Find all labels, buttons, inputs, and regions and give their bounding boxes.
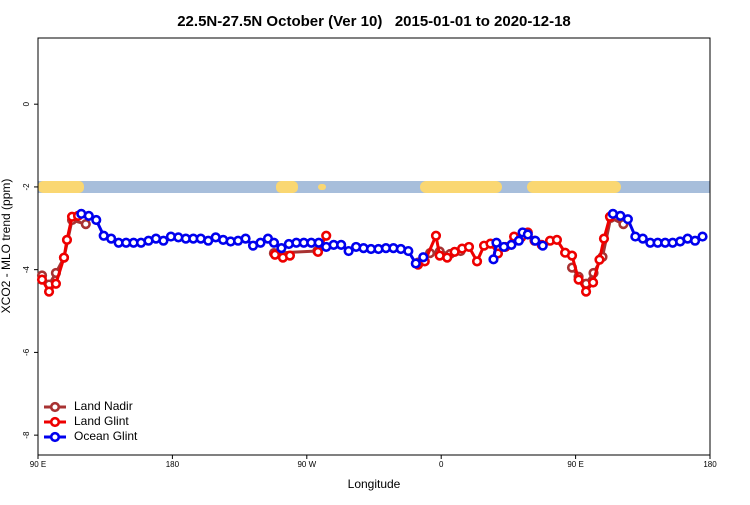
data-point — [598, 233, 610, 244]
data-point — [343, 245, 354, 257]
chart-title: 22.5N-27.5N October (Ver 10) 2015-01-01 … — [177, 13, 571, 30]
y-tick-label: -6 — [22, 348, 31, 356]
x-axis-label: Longitude — [348, 477, 401, 491]
legend-marker — [49, 431, 61, 443]
data-point — [513, 235, 524, 246]
legend-item: Land Nadir — [44, 399, 133, 413]
data-point — [430, 230, 442, 241]
data-point — [255, 237, 266, 248]
data-point — [313, 237, 324, 248]
data-point — [240, 233, 251, 244]
data-point — [61, 234, 73, 245]
legend-item: Land Glint — [44, 414, 129, 428]
data-point — [551, 234, 563, 245]
data-point — [697, 231, 708, 242]
x-tick-label: 180 — [166, 460, 180, 469]
data-point — [580, 286, 592, 297]
x-tick-label: 0 — [439, 460, 444, 469]
data-point — [276, 243, 287, 254]
data-point — [106, 233, 117, 244]
x-tick-label: 180 — [703, 460, 717, 469]
data-point — [321, 230, 332, 241]
land-strip — [420, 181, 502, 193]
data-point — [537, 240, 548, 251]
data-point — [269, 249, 281, 260]
y-tick-label: -4 — [22, 266, 31, 274]
data-point — [506, 239, 517, 250]
data-point — [463, 241, 475, 253]
data-point — [488, 254, 499, 265]
land-strip — [527, 181, 621, 193]
x-tick-label: 90 W — [297, 460, 316, 469]
data-point — [80, 219, 91, 230]
land-strip — [38, 181, 84, 193]
data-point — [573, 274, 584, 285]
legend-item: Ocean Glint — [44, 429, 138, 443]
data-point — [312, 246, 324, 257]
data-point — [622, 214, 633, 225]
data-point — [637, 233, 648, 244]
y-tick-label: -2 — [22, 183, 31, 191]
map-strip — [38, 181, 710, 193]
data-point — [522, 229, 533, 240]
data-point — [50, 278, 62, 289]
legend-marker — [49, 401, 61, 413]
data-point — [43, 286, 55, 297]
land-strip — [318, 184, 326, 190]
data-point — [491, 237, 502, 248]
legend-label: Land Nadir — [74, 399, 133, 413]
data-point — [689, 235, 701, 246]
data-point — [58, 252, 70, 263]
y-tick-label: 0 — [22, 101, 31, 106]
data-point — [83, 210, 94, 221]
plot-marks — [36, 208, 708, 297]
data-point — [336, 239, 347, 250]
data-point — [442, 252, 453, 263]
data-point — [36, 274, 48, 285]
data-point — [268, 237, 280, 248]
data-point — [587, 277, 599, 288]
legend-marker — [49, 416, 61, 428]
data-point — [418, 252, 429, 263]
y-tick-label: -8 — [22, 431, 31, 439]
legend-label: Ocean Glint — [74, 429, 138, 443]
data-point — [471, 256, 483, 267]
data-point — [410, 258, 421, 269]
x-tick-label: 90 E — [567, 460, 583, 469]
data-point — [566, 250, 578, 261]
land-strip — [276, 181, 298, 193]
plot-frame — [37, 37, 711, 456]
data-point — [284, 250, 296, 261]
data-point — [91, 214, 102, 226]
data-point — [594, 254, 605, 265]
legend-label: Land Glint — [74, 414, 129, 428]
y-axis-label: XCO2 - MLO trend (ppm) — [0, 179, 13, 314]
data-point — [403, 245, 414, 257]
data-point — [158, 235, 169, 246]
data-point — [530, 235, 541, 246]
x-tick-label: 90 E — [30, 460, 46, 469]
